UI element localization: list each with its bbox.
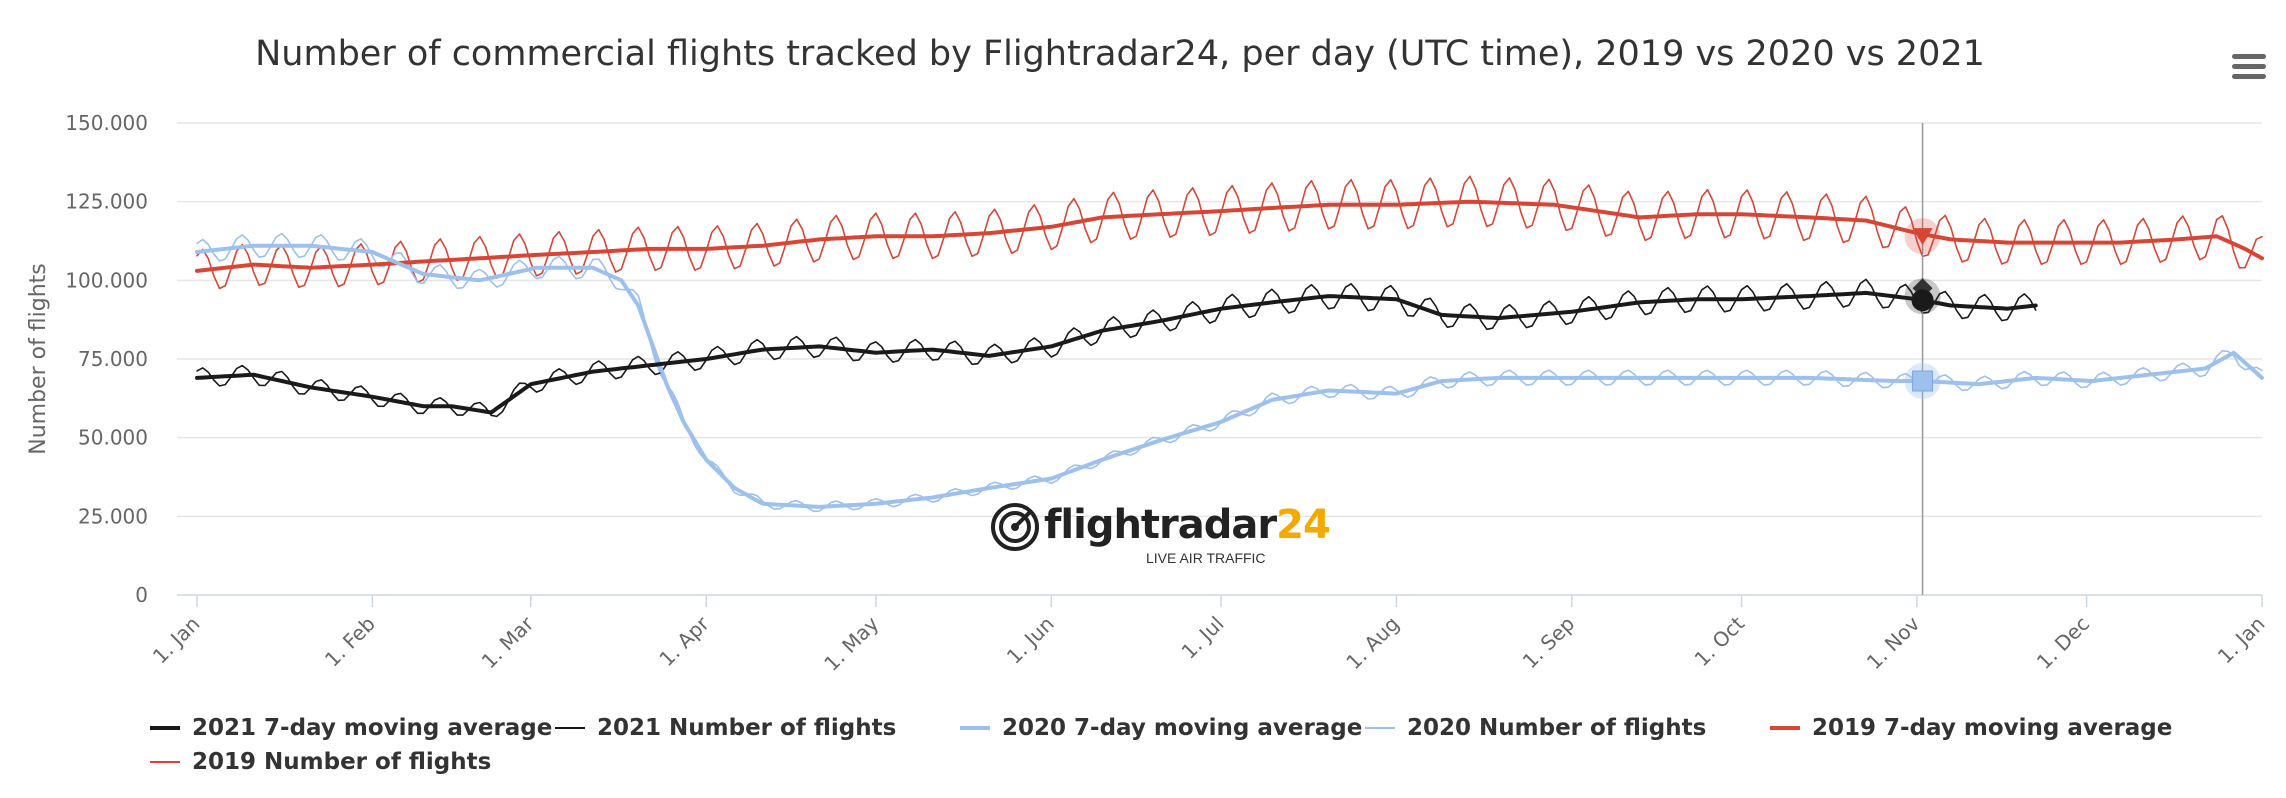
legend-swatch [960, 726, 990, 730]
x-tick-label: 1. Jun [1002, 612, 1059, 669]
legend-label: 2021 7-day moving average [192, 715, 553, 741]
series-line-2021-7-day-moving-average [195, 290, 2038, 415]
legend-item-2020-average[interactable]: 2020 7-day moving average [960, 712, 1362, 744]
legend-item-2019-average[interactable]: 2019 7-day moving average [1770, 712, 2172, 744]
legend-item-2019-daily[interactable]: 2019 Number of flights [150, 746, 491, 778]
chart-title: Number of commercial flights tracked by … [255, 34, 1985, 74]
y-tick-label: 0 [135, 583, 148, 607]
x-tick-label: 1. Jan [2213, 612, 2270, 669]
legend-label: 2019 7-day moving average [1812, 715, 2173, 741]
menu-bar [2232, 64, 2266, 69]
x-tick-label: 1. Aug [1341, 612, 1404, 675]
y-axis-title: Number of flights [26, 263, 51, 455]
x-tick-label: 1. Jul [1177, 612, 1229, 664]
series-line-2019-number-of-flights [196, 175, 2263, 290]
menu-bar [2232, 54, 2266, 59]
watermark-brand-main: flightradar [1044, 502, 1277, 548]
x-tick-label: 1. Dec [2032, 612, 2094, 674]
y-tick-label: 150.000 [65, 111, 148, 135]
legend-item-2021-daily[interactable]: 2021 Number of flights [555, 712, 896, 744]
x-tick-label: 1. May [819, 611, 883, 675]
legend-swatch [150, 726, 180, 730]
y-tick-label: 125.000 [65, 190, 148, 214]
watermark-brand: flightradar24 [1044, 502, 1331, 548]
legend-item-2021-average[interactable]: 2021 7-day moving average [150, 712, 552, 744]
hover-marker-2021 [1911, 289, 1934, 312]
x-tick-label: 1. Nov [1862, 611, 1925, 674]
flightradar24-watermark: flightradar24 LIVE AIR TRAFFIC [990, 500, 1331, 570]
hamburger-menu-icon[interactable] [2232, 52, 2266, 82]
y-tick-label: 100.000 [65, 268, 148, 292]
legend-label: 2021 Number of flights [597, 715, 897, 741]
x-tick-label: 1. Jan [148, 612, 205, 669]
legend-swatch [1365, 727, 1395, 729]
legend-swatch [150, 761, 180, 763]
y-tick-label: 75.000 [78, 347, 148, 371]
legend-label: 2020 7-day moving average [1002, 715, 1363, 741]
chart-plot-area: 150.000 125.000 100.000 75.000 50.000 25.000 0… [26, 111, 2270, 676]
series-line-2020-7-day-moving-average [195, 243, 2264, 509]
x-tick-label: 1. Apr [654, 611, 714, 671]
watermark-brand-accent: 24 [1276, 502, 1331, 548]
hover-marker-2020 [1912, 370, 1934, 392]
y-tick-label: 50.000 [78, 426, 148, 450]
x-tick-label: 1. Mar [477, 611, 539, 673]
menu-bar [2232, 74, 2266, 79]
series-line-2021-number-of-flights [196, 278, 2037, 418]
watermark-tagline: LIVE AIR TRAFFIC [1146, 550, 1266, 566]
radar-logo-icon [991, 503, 1039, 551]
hover-marker-2019 [1912, 228, 1933, 246]
x-tick-label: 1. Sep [1518, 612, 1580, 674]
y-tick-label: 25.000 [78, 504, 148, 528]
legend-item-2020-daily[interactable]: 2020 Number of flights [1365, 712, 1706, 744]
x-tick-label: 1. Oct [1690, 611, 1750, 671]
legend-swatch [555, 727, 585, 729]
legend-label: 2020 Number of flights [1407, 715, 1707, 741]
x-tick-label: 1. Feb [320, 612, 380, 672]
legend-swatch [1770, 726, 1800, 730]
legend-label: 2019 Number of flights [192, 749, 492, 775]
